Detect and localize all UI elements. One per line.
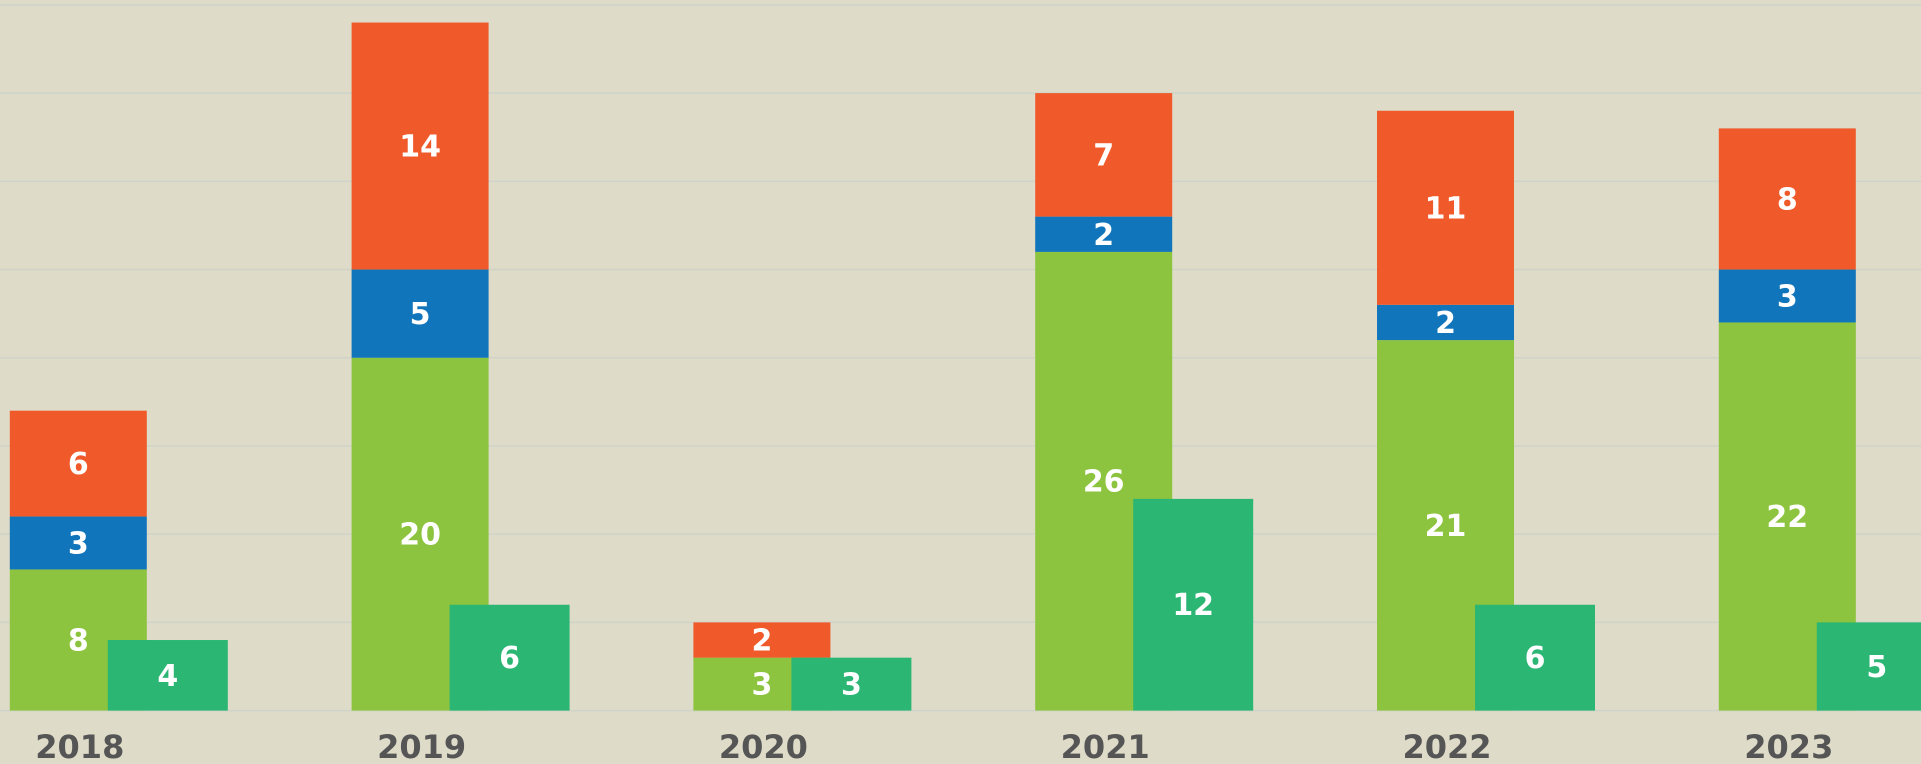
value-label: 3 <box>68 526 89 561</box>
x-tick-label: 2019 <box>377 728 466 764</box>
value-label: 6 <box>68 447 89 482</box>
bar-segment <box>449 604 570 711</box>
bar-segment <box>693 622 831 658</box>
value-label: 5 <box>410 297 431 332</box>
x-tick-label: 2021 <box>1061 728 1150 764</box>
bar-segment <box>9 516 147 570</box>
bar-segment <box>9 410 147 517</box>
value-label: 21 <box>1425 509 1467 544</box>
bar-segment <box>1377 304 1514 341</box>
bar-segment <box>1377 110 1514 305</box>
bar-segment <box>1816 622 1921 711</box>
bar-segment <box>351 22 489 270</box>
value-label: 12 <box>1172 588 1214 623</box>
value-label: 3 <box>841 668 862 703</box>
value-label: 26 <box>1083 465 1125 500</box>
value-label: 7 <box>1093 138 1114 173</box>
bar-segment <box>107 640 228 711</box>
bar-segment <box>1035 216 1173 252</box>
value-label: 20 <box>399 518 441 553</box>
value-label: 5 <box>1866 650 1887 685</box>
value-label: 2 <box>1435 306 1456 341</box>
x-tick-label: 2023 <box>1744 728 1833 764</box>
bar-segment <box>1718 269 1856 323</box>
value-label: 2 <box>751 624 772 659</box>
bar-segment <box>1475 604 1595 711</box>
value-label: 22 <box>1766 500 1808 535</box>
value-label: 11 <box>1425 191 1467 226</box>
x-tick-label: 2018 <box>35 728 124 764</box>
value-label: 3 <box>751 668 772 703</box>
bar-segment <box>1035 93 1173 217</box>
bar-segment <box>1133 498 1254 711</box>
value-label: 6 <box>1525 641 1546 676</box>
x-tick-label: 2022 <box>1402 728 1491 764</box>
value-label: 8 <box>1777 182 1798 217</box>
value-label: 14 <box>399 130 441 165</box>
value-label: 3 <box>1777 280 1798 315</box>
bar-segment <box>351 269 489 358</box>
value-label: 6 <box>499 641 520 676</box>
x-tick-label: 2020 <box>719 728 808 764</box>
value-label: 2 <box>1093 218 1114 253</box>
value-label: 8 <box>68 624 89 659</box>
bar-segment <box>791 657 912 711</box>
bar-segment <box>1718 128 1856 270</box>
value-label: 4 <box>157 659 178 694</box>
